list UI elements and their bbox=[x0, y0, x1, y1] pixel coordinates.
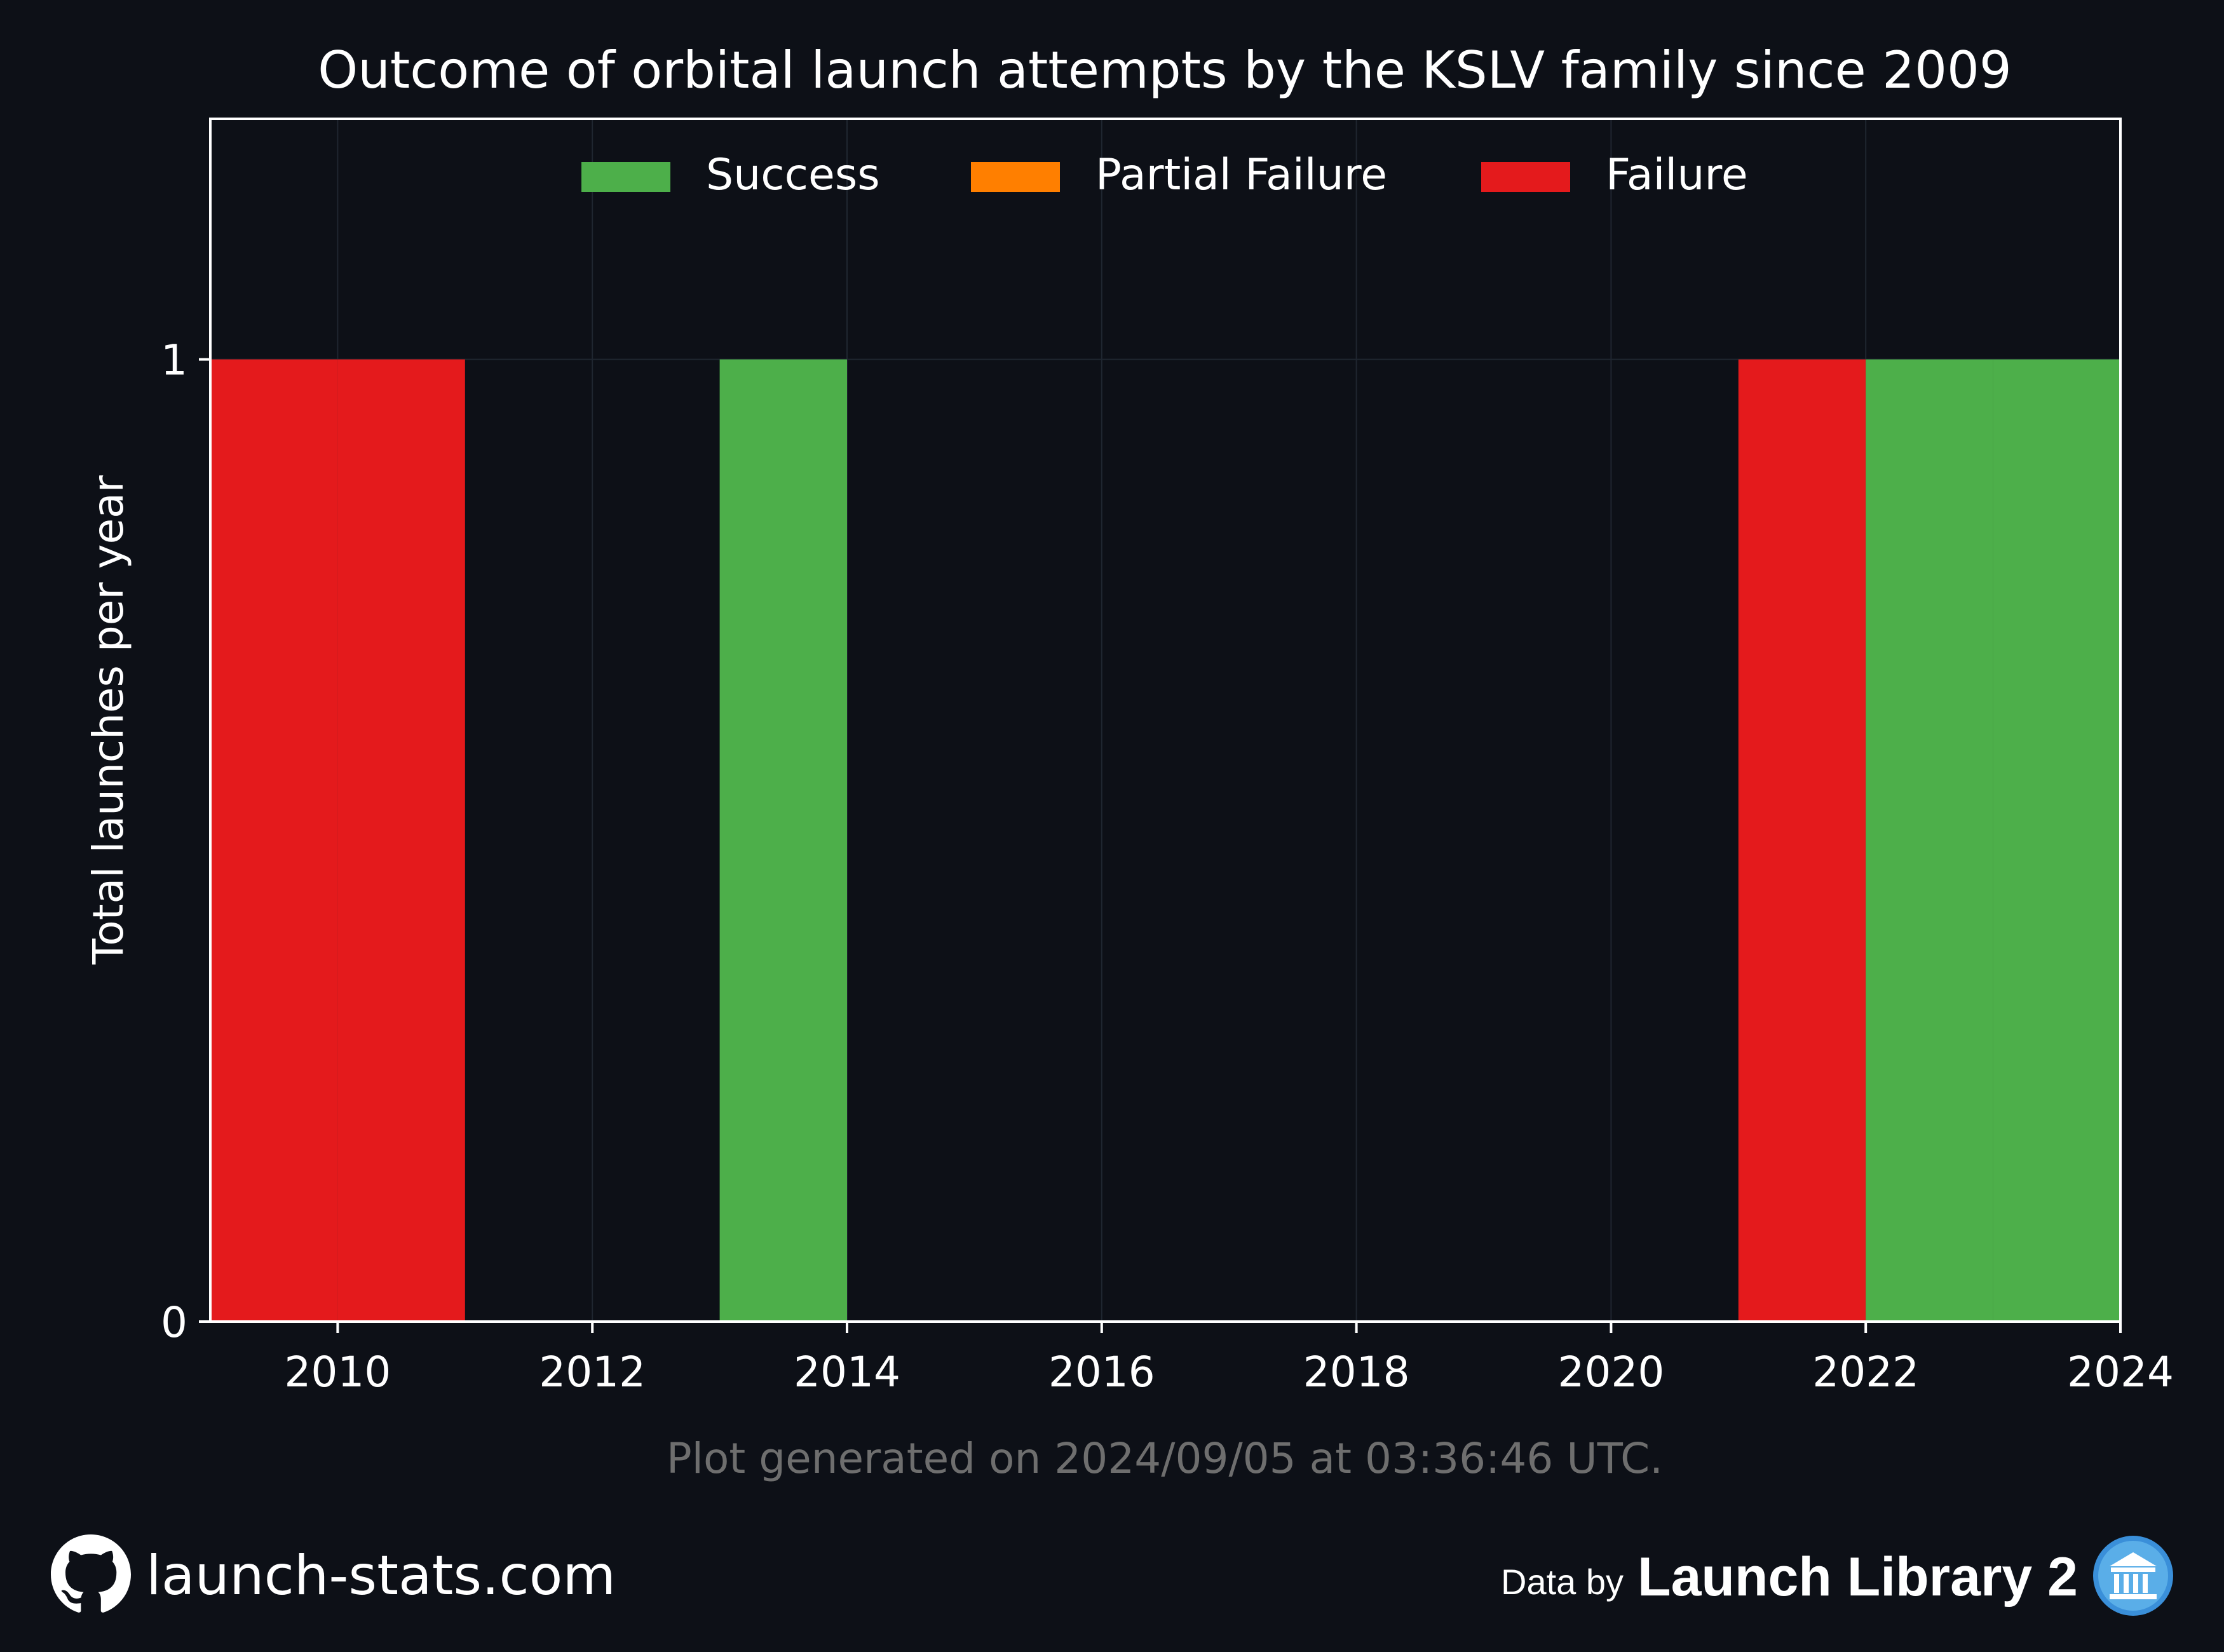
x-tick-label: 2022 bbox=[1812, 1348, 1919, 1397]
x-tick-label: 2024 bbox=[2067, 1348, 2174, 1397]
legend-swatch-failure bbox=[1481, 162, 1570, 192]
legend-label-partial-failure: Partial Failure bbox=[1095, 150, 1387, 200]
legend-swatch-partial-failure bbox=[971, 162, 1060, 192]
footer-right: Data by Launch Library 2 bbox=[1501, 1534, 2174, 1620]
x-tick-label: 2018 bbox=[1303, 1348, 1410, 1397]
y-axis-label: Total launches per year bbox=[84, 475, 133, 965]
legend: Success Partial Failure Failure bbox=[581, 150, 1748, 200]
legend-label-failure: Failure bbox=[1606, 150, 1748, 200]
bar-success-2013 bbox=[719, 359, 847, 1322]
y-tick-label: 1 bbox=[161, 336, 187, 385]
library-icon bbox=[2092, 1534, 2174, 1620]
source-link[interactable]: Launch Library 2 bbox=[1637, 1546, 2078, 1608]
footer-left: launch-stats.com bbox=[51, 1534, 616, 1617]
x-tick-label: 2012 bbox=[539, 1348, 646, 1397]
bar-success-2022 bbox=[1866, 359, 1993, 1322]
github-icon[interactable] bbox=[51, 1534, 131, 1617]
data-by-label: Data by bbox=[1501, 1561, 1624, 1602]
bars bbox=[210, 359, 2120, 1322]
footnote: Plot generated on 2024/09/05 at 03:36:46… bbox=[667, 1434, 1663, 1483]
y-tick-label: 0 bbox=[161, 1298, 187, 1347]
legend-swatch-success bbox=[581, 162, 670, 192]
axis-ticks: 2010 2012 2014 2016 2018 2020 2022 2024 0 1 bbox=[161, 336, 2174, 1397]
x-tick-label: 2020 bbox=[1557, 1348, 1664, 1397]
x-tick-label: 2014 bbox=[794, 1348, 900, 1397]
bar-failure-2010 bbox=[337, 359, 465, 1322]
x-tick-label: 2010 bbox=[284, 1348, 391, 1397]
x-tick-label: 2016 bbox=[1048, 1348, 1155, 1397]
legend-label-success: Success bbox=[706, 150, 880, 200]
site-link[interactable]: launch-stats.com bbox=[146, 1544, 616, 1608]
plot-frame bbox=[209, 118, 2122, 1323]
bar-failure-2021 bbox=[1738, 359, 1866, 1322]
bar-failure-2009 bbox=[210, 359, 338, 1322]
bar-success-2023 bbox=[1993, 359, 2120, 1322]
chart-title: Outcome of orbital launch attempts by th… bbox=[318, 41, 2012, 100]
